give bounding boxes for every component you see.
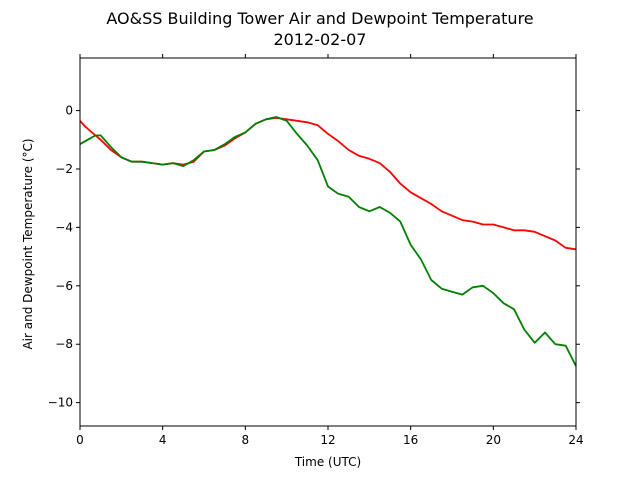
x-tick-label: 20 <box>486 433 501 447</box>
axes: 0 4 8 12 16 20 24 0 −2 −4 −6 −8 −10 <box>48 54 584 447</box>
series-line-1 <box>79 116 577 367</box>
x-tick-label: 0 <box>76 433 84 447</box>
x-tick-label: 8 <box>242 433 250 447</box>
y-tick-label: −2 <box>55 162 73 176</box>
chart-title: AO&SS Building Tower Air and Dewpoint Te… <box>106 9 533 28</box>
plot-frame <box>79 57 577 427</box>
y-axis-label: Air and Dewpoint Temperature (°C) <box>21 138 35 349</box>
y-tick-label: −4 <box>55 220 73 234</box>
x-tick-label: 4 <box>159 433 167 447</box>
x-tick-label: 16 <box>403 433 418 447</box>
chart-subtitle: 2012-02-07 <box>274 30 367 49</box>
y-tick-label: 0 <box>65 104 73 118</box>
x-tick-label: 24 <box>568 433 583 447</box>
y-tick-label: −6 <box>55 279 73 293</box>
plot-area <box>79 116 577 367</box>
series-line-0 <box>79 117 577 251</box>
y-tick-label: −8 <box>55 337 73 351</box>
y-tick-label: −10 <box>48 396 73 410</box>
x-axis-label: Time (UTC) <box>294 455 361 469</box>
x-tick-label: 12 <box>320 433 335 447</box>
